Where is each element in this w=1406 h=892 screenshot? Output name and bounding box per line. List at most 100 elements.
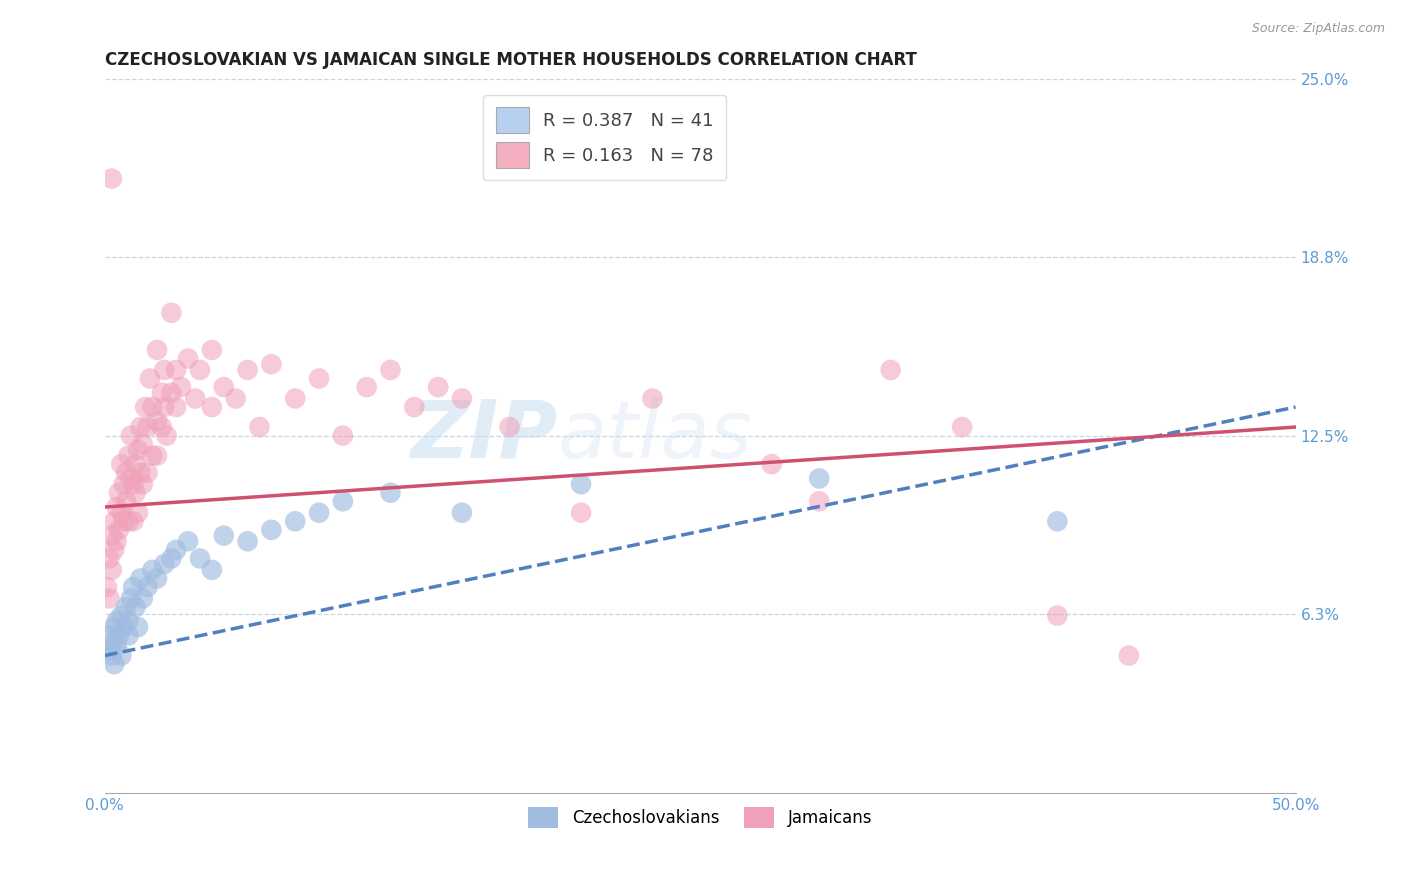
Point <box>108 485 131 500</box>
Point <box>105 500 128 514</box>
Point <box>569 477 592 491</box>
Point <box>808 471 831 485</box>
Point <box>117 614 139 628</box>
Point <box>188 363 211 377</box>
Point <box>103 542 125 557</box>
Point <box>110 648 132 663</box>
Point <box>120 428 142 442</box>
Point <box>127 620 149 634</box>
Point <box>120 471 142 485</box>
Point <box>184 392 207 406</box>
Point <box>146 414 169 428</box>
Point <box>212 380 235 394</box>
Text: ZIP: ZIP <box>409 397 557 475</box>
Point <box>105 534 128 549</box>
Point <box>498 420 520 434</box>
Point <box>122 580 145 594</box>
Point <box>98 591 121 606</box>
Point <box>139 371 162 385</box>
Point <box>427 380 450 394</box>
Point <box>1046 514 1069 528</box>
Point <box>451 506 474 520</box>
Point <box>136 466 159 480</box>
Point <box>150 385 173 400</box>
Legend: Czechoslovakians, Jamaicans: Czechoslovakians, Jamaicans <box>522 801 879 834</box>
Point <box>141 400 163 414</box>
Point <box>115 466 138 480</box>
Point <box>136 420 159 434</box>
Point <box>160 306 183 320</box>
Point <box>98 551 121 566</box>
Point <box>110 608 132 623</box>
Point <box>122 477 145 491</box>
Point <box>284 514 307 528</box>
Point <box>1118 648 1140 663</box>
Point <box>165 400 187 414</box>
Point <box>284 392 307 406</box>
Point <box>101 171 124 186</box>
Point <box>120 591 142 606</box>
Point <box>155 428 177 442</box>
Point <box>451 392 474 406</box>
Point <box>153 557 176 571</box>
Point <box>356 380 378 394</box>
Point <box>146 571 169 585</box>
Point <box>249 420 271 434</box>
Point <box>112 620 135 634</box>
Point <box>332 494 354 508</box>
Point <box>96 629 118 643</box>
Point <box>201 563 224 577</box>
Point <box>201 343 224 357</box>
Point <box>160 385 183 400</box>
Point <box>165 542 187 557</box>
Point <box>124 599 146 614</box>
Point <box>141 563 163 577</box>
Point <box>201 400 224 414</box>
Text: Source: ZipAtlas.com: Source: ZipAtlas.com <box>1251 22 1385 36</box>
Point <box>110 457 132 471</box>
Point <box>103 514 125 528</box>
Point <box>212 528 235 542</box>
Point <box>112 514 135 528</box>
Point <box>146 343 169 357</box>
Point <box>308 506 330 520</box>
Point <box>98 643 121 657</box>
Point <box>236 363 259 377</box>
Point <box>103 657 125 672</box>
Point <box>124 485 146 500</box>
Point <box>117 514 139 528</box>
Point <box>101 563 124 577</box>
Point <box>132 477 155 491</box>
Point <box>170 380 193 394</box>
Point <box>225 392 247 406</box>
Point <box>124 457 146 471</box>
Point <box>105 637 128 651</box>
Point <box>122 514 145 528</box>
Point <box>332 428 354 442</box>
Point <box>127 506 149 520</box>
Point <box>117 629 139 643</box>
Point <box>641 392 664 406</box>
Point <box>134 400 156 414</box>
Text: CZECHOSLOVAKIAN VS JAMAICAN SINGLE MOTHER HOUSEHOLDS CORRELATION CHART: CZECHOSLOVAKIAN VS JAMAICAN SINGLE MOTHE… <box>104 51 917 69</box>
Point <box>132 437 155 451</box>
Point <box>115 599 138 614</box>
Point <box>110 506 132 520</box>
Point <box>260 357 283 371</box>
Point <box>879 363 901 377</box>
Point <box>404 400 426 414</box>
Point <box>129 420 152 434</box>
Point <box>115 494 138 508</box>
Point <box>177 351 200 366</box>
Point <box>112 477 135 491</box>
Point <box>160 551 183 566</box>
Point <box>132 591 155 606</box>
Point <box>146 449 169 463</box>
Point <box>129 466 152 480</box>
Point <box>808 494 831 508</box>
Point <box>153 363 176 377</box>
Point <box>101 648 124 663</box>
Point <box>103 620 125 634</box>
Point <box>101 637 124 651</box>
Point <box>105 614 128 628</box>
